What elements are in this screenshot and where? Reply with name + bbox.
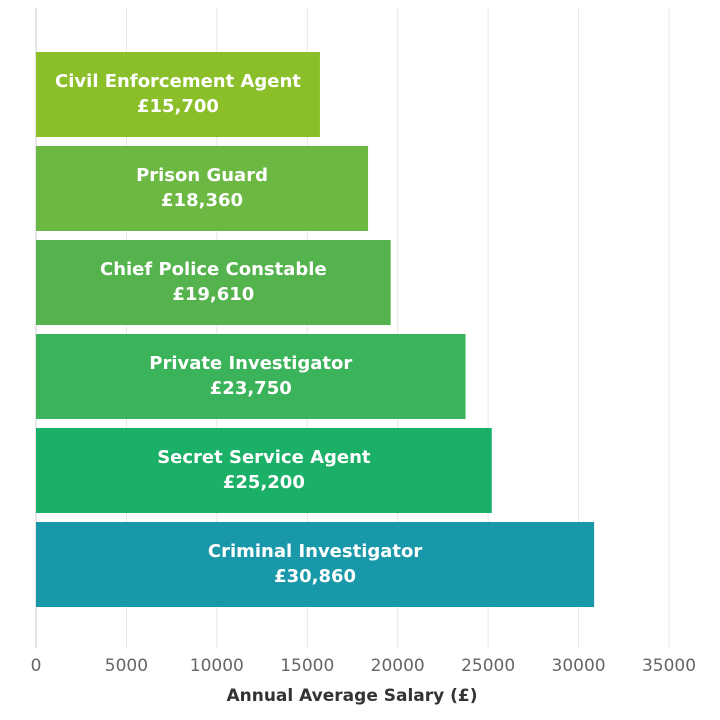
x-axis-title: Annual Average Salary (£) [226,686,477,706]
bar-value-label: £15,700 [137,96,219,117]
x-tick-15000: 15000 [280,656,334,676]
bar-value-label: £30,860 [274,566,356,587]
x-tick-5000: 5000 [105,656,148,676]
bar-value-label: £23,750 [210,378,292,399]
bar-category-label: Prison Guard [136,165,268,186]
x-tick-labels: 0 5000 10000 15000 20000 25000 30000 35000 [31,656,696,676]
bar-category-label: Private Investigator [149,353,352,374]
bars-group: Civil Enforcement Agent £15,700 Prison Gua… [36,52,595,607]
bar-category-label: Criminal Investigator [208,541,423,562]
bar-secret-service-agent [36,428,492,513]
x-tick-35000: 35000 [642,656,696,676]
bar-value-label: £19,610 [172,284,254,305]
bar-prison-guard [36,146,369,231]
x-tick-20000: 20000 [371,656,425,676]
bar-category-label: Chief Police Constable [100,259,327,280]
bar-private-investigator [36,334,466,419]
bar-value-label: £25,200 [223,472,305,493]
bar-chief-police-constable [36,240,391,325]
bar-category-label: Civil Enforcement Agent [55,71,301,92]
bar-civil-enforcement-agent [36,52,320,137]
x-tick-30000: 30000 [552,656,606,676]
x-tick-10000: 10000 [190,656,244,676]
bar-criminal-investigator [36,522,595,607]
bar-category-label: Secret Service Agent [157,447,371,468]
x-tick-0: 0 [31,656,42,676]
x-tick-25000: 25000 [461,656,515,676]
bar-value-label: £18,360 [161,190,243,211]
